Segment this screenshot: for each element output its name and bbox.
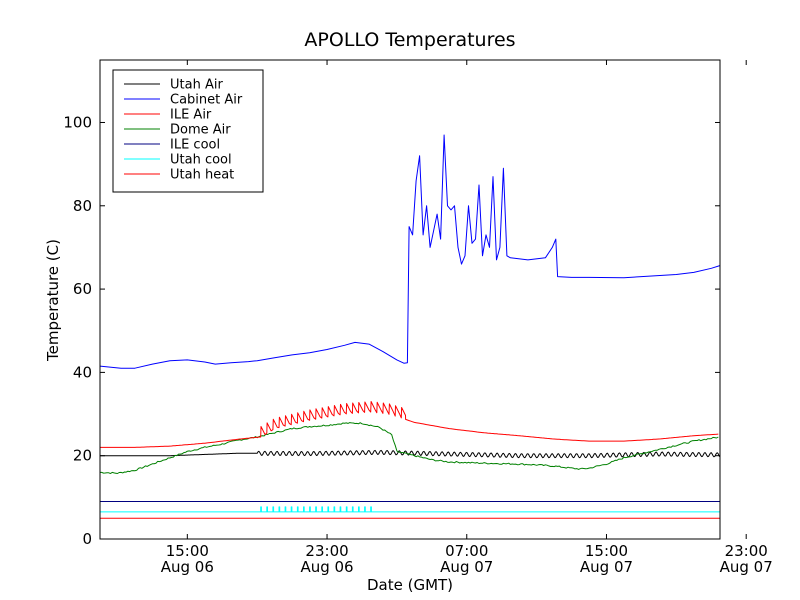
- legend-label-dome-air: Dome Air: [170, 123, 231, 138]
- series-line-utah-air: [100, 449, 720, 459]
- y-tick-label: 80: [73, 197, 92, 215]
- y-tick-label: 60: [73, 280, 92, 298]
- x-tick-label-time: 07:00: [445, 542, 488, 560]
- x-tick-label-time: 15:00: [166, 542, 209, 560]
- x-tick-label-date: Aug 07: [440, 558, 493, 576]
- series-line-dome-air: [100, 422, 719, 474]
- y-tick-label: 40: [73, 363, 92, 381]
- x-tick-label-time: 23:00: [725, 542, 768, 560]
- legend-label-cabinet-air: Cabinet Air: [170, 93, 243, 108]
- x-tick-label-time: 23:00: [305, 542, 348, 560]
- y-tick-label: 100: [63, 113, 92, 131]
- y-axis: 0 20 40 60 80 100: [63, 113, 720, 548]
- series-group: [100, 134, 720, 519]
- legend-label-utah-air: Utah Air: [170, 78, 223, 93]
- x-tick-label-date: Aug 07: [720, 558, 773, 576]
- y-tick-label: 20: [73, 447, 92, 465]
- series-line-cabinet-air: [100, 134, 720, 369]
- legend-box: [112, 69, 264, 193]
- legend-label-utah-cool: Utah cool: [170, 153, 232, 168]
- x-tick-label-time: 15:00: [585, 542, 628, 560]
- series-line-ile-air: [100, 401, 719, 448]
- x-tick-label-date: Aug 07: [580, 558, 633, 576]
- legend-label-ile-air: ILE Air: [170, 108, 212, 123]
- plot-frame: [99, 59, 721, 540]
- legend-label-ile-cool: ILE cool: [170, 138, 220, 153]
- chart-title: APOLLO Temperatures: [304, 29, 515, 51]
- x-tick-label-date: Aug 06: [161, 558, 214, 576]
- x-tick-label-date: Aug 06: [300, 558, 353, 576]
- y-tick-label: 0: [82, 530, 92, 548]
- series-line-utah-cool: [100, 506, 720, 513]
- legend-label-utah-heat: Utah heat: [170, 168, 234, 183]
- y-axis-label: Temperature (C): [44, 239, 62, 362]
- x-axis-label: Date (GMT): [367, 576, 453, 594]
